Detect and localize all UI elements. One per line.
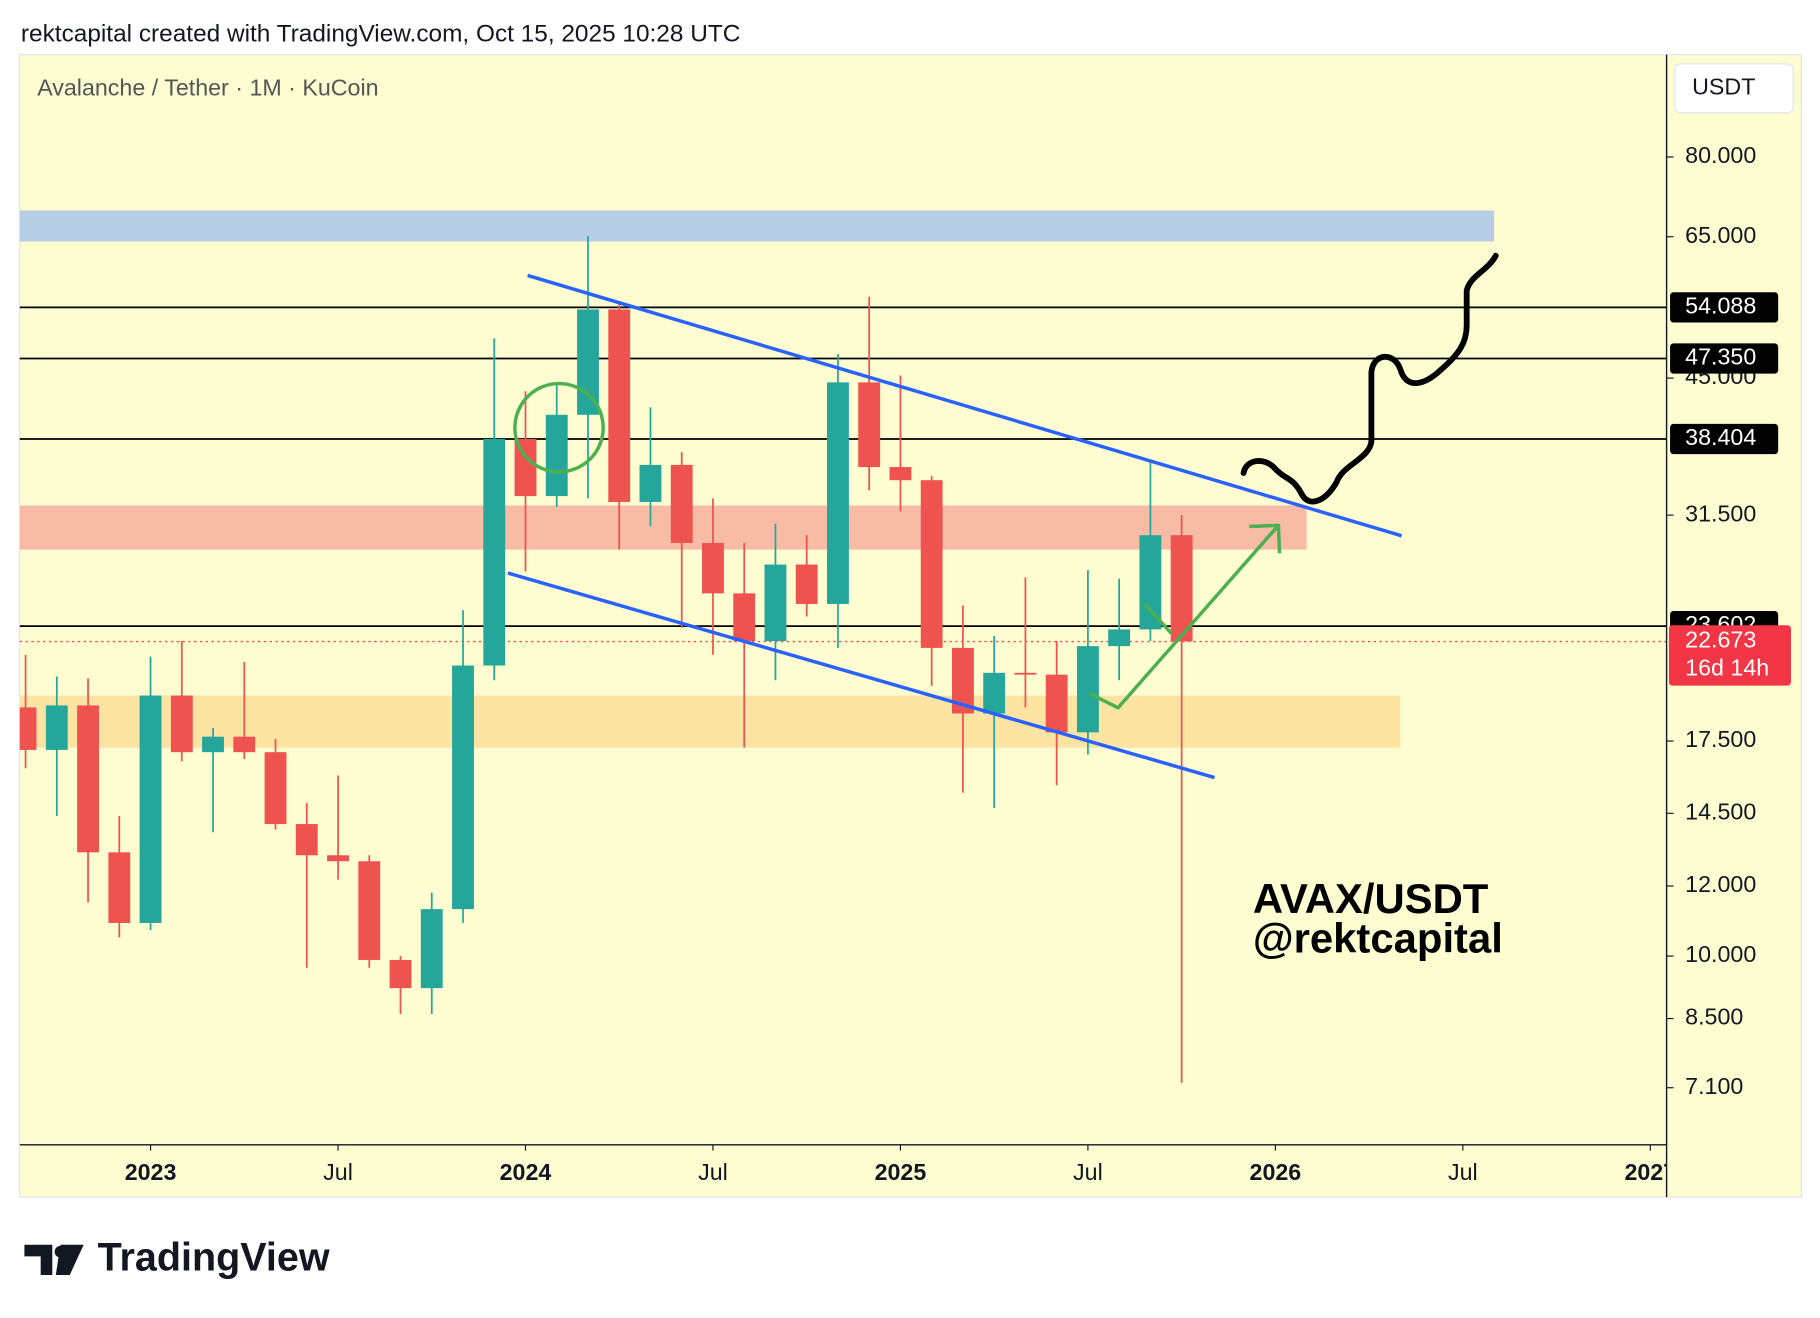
x-axis: 2023 Jul 2024 Jul 2025 Jul 2026 Jul 2027 [125, 1144, 1676, 1185]
channel-upper [527, 273, 1403, 538]
candle-body [858, 382, 881, 468]
brand: TradingView [98, 1235, 330, 1279]
currency-box [1674, 63, 1794, 114]
candle-body [920, 480, 943, 648]
x-tick-label: 2027 [1624, 1159, 1676, 1185]
x-tick-label: 2025 [875, 1159, 927, 1185]
candle-body [1139, 535, 1162, 630]
last-price-box [1668, 625, 1791, 686]
candle-body [77, 705, 99, 853]
x-tick-label: Jul [323, 1159, 353, 1185]
candle-body [295, 824, 318, 856]
candle-body [139, 695, 162, 923]
candle-body [202, 736, 224, 753]
levels [19, 306, 1667, 643]
candle-body [983, 672, 1006, 714]
candles [19, 236, 1193, 1083]
candle-body [951, 647, 974, 714]
highlight-circle [513, 381, 605, 474]
y-tick-label: 31.500 [1685, 500, 1756, 526]
candle-body [670, 464, 693, 543]
level-label-box [1670, 343, 1779, 374]
candle-body [483, 439, 506, 666]
y-tick-label: 80.000 [1685, 142, 1756, 168]
candle-body [1108, 629, 1131, 647]
zone [19, 695, 1401, 748]
y-tick-label: 14.500 [1685, 798, 1756, 824]
candle-body [889, 467, 912, 481]
candle-body [514, 439, 537, 497]
candle-body [233, 736, 256, 753]
candle-body [170, 695, 193, 753]
y-tick-label: 65.000 [1685, 222, 1756, 248]
level-label: 47.350 [1685, 344, 1756, 370]
logo-mark [24, 1244, 84, 1275]
y-tick-label: 10.000 [1685, 941, 1756, 967]
candle-body [420, 909, 443, 989]
level-label: 54.088 [1685, 293, 1756, 319]
last-price-label: 22.673 [1685, 627, 1756, 653]
candle-body [1014, 672, 1037, 675]
level-label-box [1670, 292, 1779, 323]
candle-body [733, 593, 756, 642]
x-tick-label: 2026 [1250, 1159, 1302, 1185]
x-tick-label: 2024 [500, 1159, 552, 1185]
y-tick-label: 17.500 [1685, 726, 1756, 752]
candle-body [452, 665, 474, 910]
symbol-info: Avalanche / Tether · 1M · KuCoin [37, 75, 378, 101]
x-tick-label: Jul [1073, 1159, 1103, 1185]
x-tick-label: Jul [1448, 1159, 1478, 1185]
candle-body [639, 464, 662, 502]
candle-body [358, 861, 381, 960]
channel-lower [507, 571, 1215, 780]
arrow [1089, 523, 1282, 710]
level-label-box [1670, 423, 1779, 455]
candle-body [702, 542, 724, 594]
candle-body [327, 855, 349, 862]
candle-body [577, 309, 599, 415]
drawings [507, 252, 1499, 780]
projection [1240, 252, 1499, 505]
candle-body [264, 752, 287, 825]
candle-body [1170, 535, 1193, 642]
annotation: @rektcapital [1253, 914, 1503, 961]
zone [19, 505, 1307, 550]
countdown: 16d 14h [1685, 655, 1769, 681]
y-tick-label: 8.500 [1685, 1004, 1743, 1030]
candle-body [545, 414, 568, 497]
candle-body [1076, 646, 1099, 733]
logo-dot [54, 1245, 67, 1258]
candle-body [827, 382, 849, 604]
candle-body [608, 309, 631, 502]
candle-body [108, 852, 131, 923]
zone [19, 210, 1495, 242]
candle-body [764, 564, 787, 642]
candle-body [19, 707, 37, 750]
annotation: AVAX/USDT [1253, 875, 1489, 922]
x-tick-label: Jul [698, 1159, 728, 1185]
header: rektcapital created with TradingView.com… [21, 20, 740, 47]
y-tick-label: 12.000 [1685, 871, 1756, 897]
candle-body [45, 705, 68, 750]
level-label: 38.404 [1685, 424, 1756, 450]
logo: TradingView [24, 1235, 330, 1279]
candle-body [389, 959, 412, 989]
currency: USDT [1692, 74, 1755, 100]
candle-body [795, 564, 818, 604]
y-tick-label: 7.100 [1685, 1073, 1743, 1099]
y-axis: 80.00065.00045.00031.50017.50014.50012.0… [1666, 142, 1756, 1099]
x-tick-label: 2023 [125, 1159, 177, 1185]
candle-body [1045, 674, 1068, 733]
